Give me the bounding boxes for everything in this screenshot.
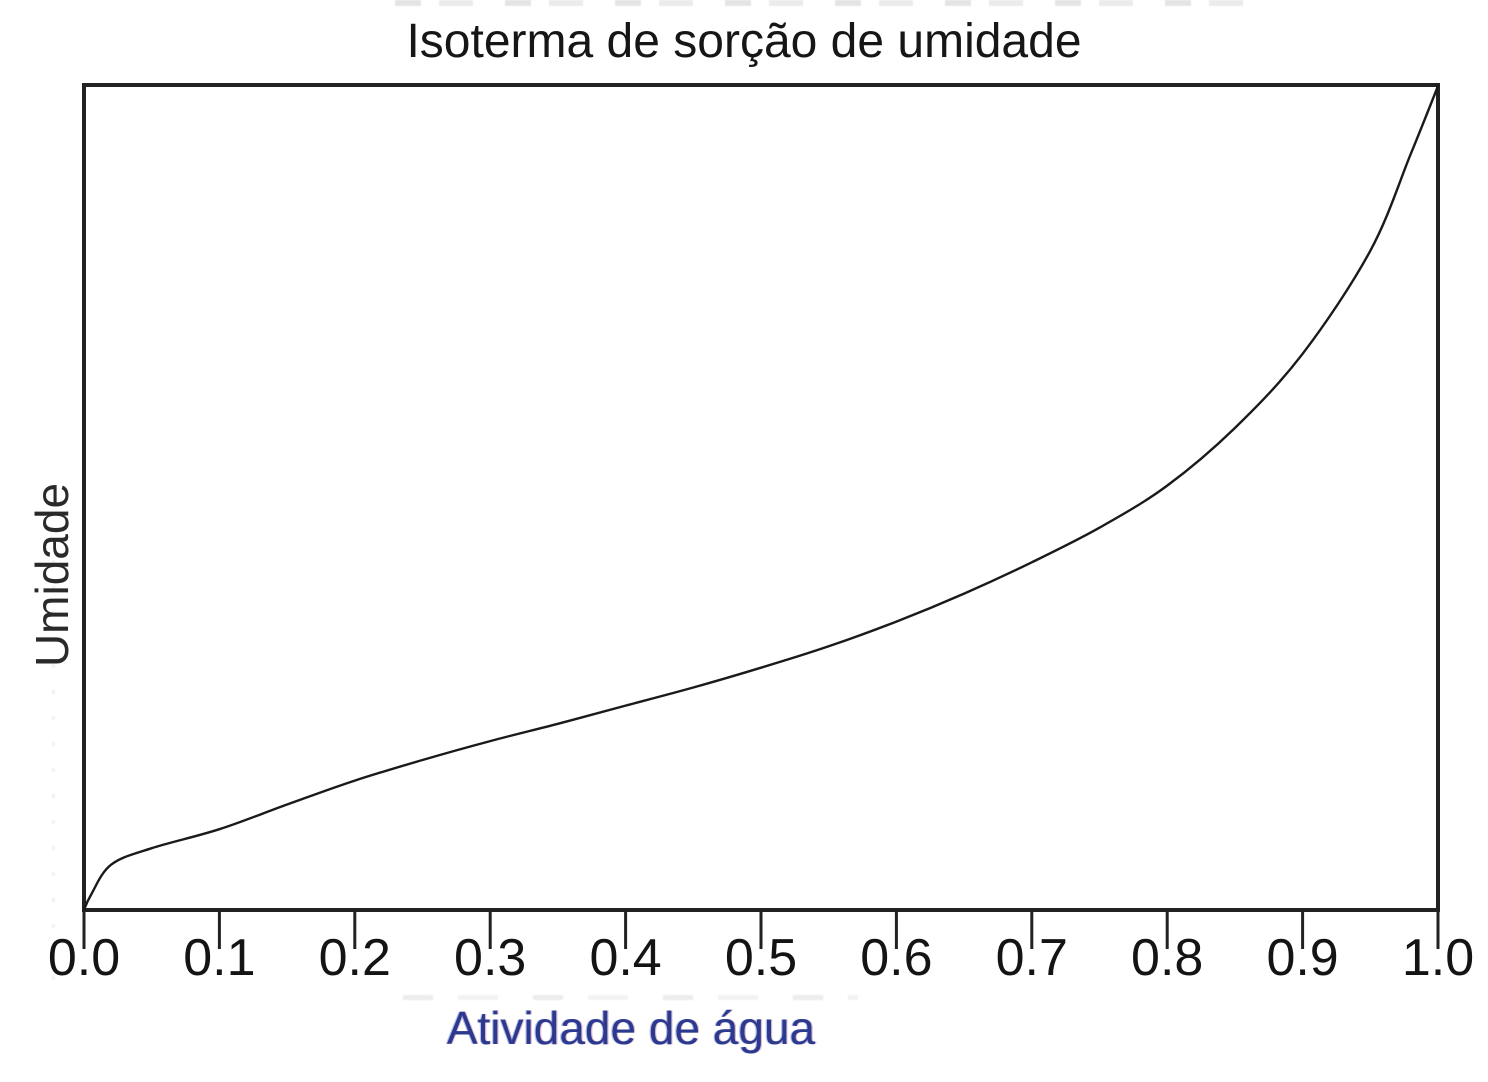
- isotherm-curve: [82, 84, 1440, 912]
- x-axis-tick-label: 0.8: [1131, 929, 1204, 987]
- x-axis-tick-label: 0.9: [1266, 929, 1339, 987]
- x-axis-tick-label: 0.6: [860, 929, 933, 987]
- x-axis-tick-label: 0.2: [318, 929, 391, 987]
- cropped-text-artifact-middle: [403, 995, 858, 1000]
- axis-frame: [82, 83, 1440, 912]
- x-axis-tick-label: 0.4: [589, 929, 662, 987]
- x-axis-tick-label: 1.0: [1401, 929, 1475, 987]
- x-axis-tick-label: 0.3: [454, 929, 527, 987]
- scan-noise-artifact-left: [52, 560, 55, 990]
- x-axis-tick-label: 0.1: [183, 929, 256, 987]
- chart-title: Isoterma de sorção de umidade: [406, 15, 1082, 68]
- cropped-text-artifact-top: [395, 0, 1265, 6]
- x-axis-tick-label: 0.5: [724, 929, 798, 987]
- x-axis-label: Atividade de água: [446, 1002, 816, 1054]
- x-axis-tick-label: 0.0: [47, 929, 121, 987]
- x-axis-tick-label: 0.7: [995, 929, 1068, 987]
